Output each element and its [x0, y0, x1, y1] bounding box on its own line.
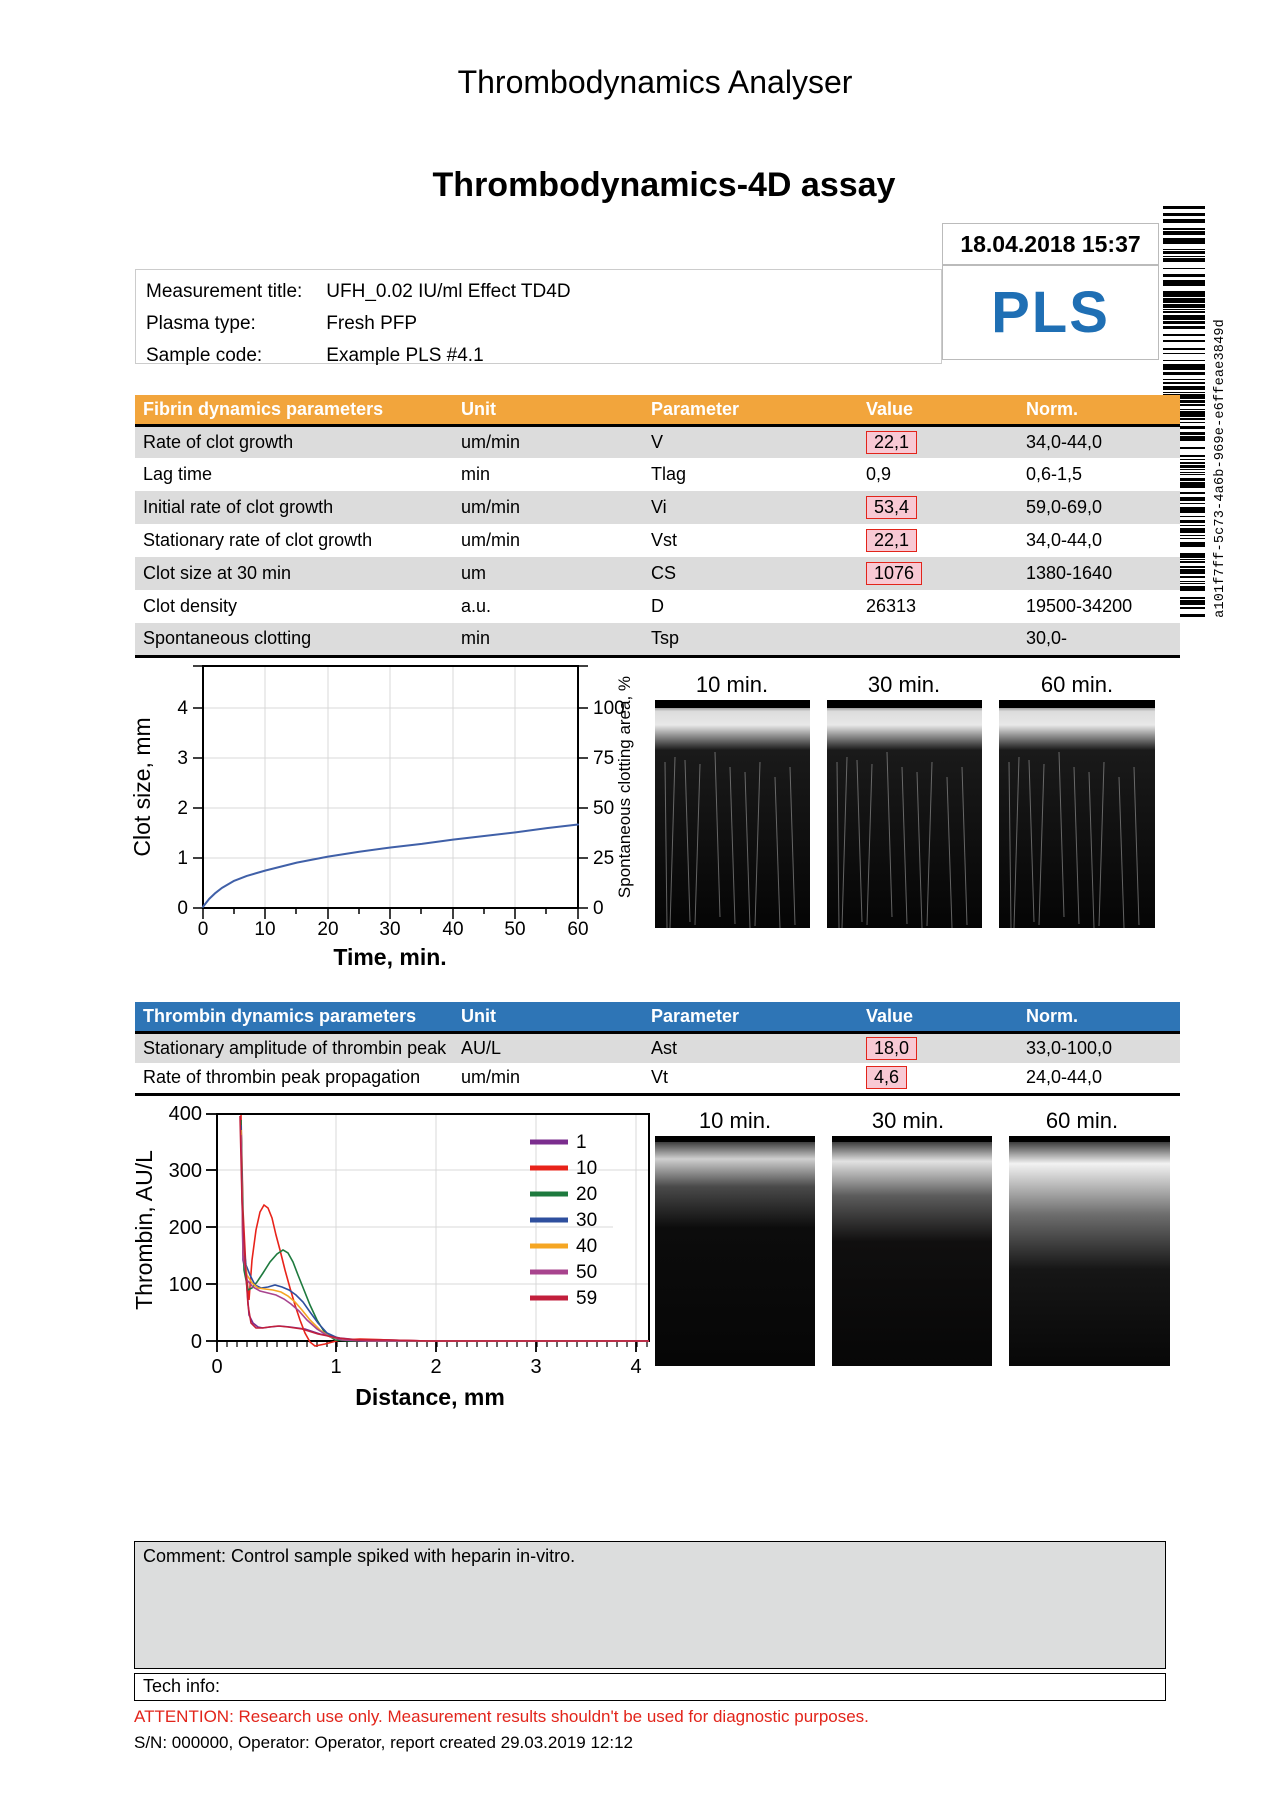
svg-text:100: 100	[169, 1274, 202, 1296]
svg-text:10 min.: 10 min.	[696, 672, 768, 697]
svg-text:25: 25	[593, 848, 614, 869]
svg-text:0: 0	[593, 898, 604, 919]
svg-text:4: 4	[177, 698, 188, 719]
svg-text:20: 20	[317, 919, 338, 940]
svg-text:Thrombin, AU/L: Thrombin, AU/L	[131, 1150, 157, 1310]
svg-text:Distance, mm: Distance, mm	[355, 1384, 505, 1410]
svg-text:60 min.: 60 min.	[1041, 672, 1113, 697]
svg-text:0: 0	[198, 919, 209, 940]
svg-text:Spontaneous clotting area, %: Spontaneous clotting area, %	[615, 676, 634, 898]
svg-text:200: 200	[169, 1217, 202, 1239]
svg-text:1: 1	[330, 1356, 341, 1378]
svg-text:59: 59	[576, 1288, 597, 1309]
svg-text:400: 400	[169, 1103, 202, 1125]
svg-text:1: 1	[576, 1132, 587, 1153]
svg-text:Time, min.: Time, min.	[333, 944, 446, 970]
svg-text:10: 10	[254, 919, 275, 940]
svg-text:2: 2	[177, 798, 188, 819]
svg-text:0: 0	[191, 1331, 202, 1353]
svg-text:10 min.: 10 min.	[699, 1108, 771, 1133]
svg-text:30: 30	[379, 919, 400, 940]
svg-text:30 min.: 30 min.	[872, 1108, 944, 1133]
svg-text:40: 40	[442, 919, 463, 940]
svg-text:0: 0	[211, 1356, 222, 1378]
svg-text:50: 50	[576, 1262, 597, 1283]
svg-text:40: 40	[576, 1236, 597, 1257]
svg-text:30: 30	[576, 1210, 597, 1231]
svg-text:1: 1	[177, 848, 188, 869]
svg-text:Clot size, mm: Clot size, mm	[130, 717, 155, 856]
svg-text:20: 20	[576, 1184, 597, 1205]
svg-text:4: 4	[630, 1356, 641, 1378]
svg-text:30 min.: 30 min.	[868, 672, 940, 697]
svg-text:50: 50	[504, 919, 525, 940]
svg-text:10: 10	[576, 1158, 597, 1179]
svg-text:3: 3	[177, 748, 188, 769]
svg-text:60: 60	[567, 919, 588, 940]
svg-text:75: 75	[593, 748, 614, 769]
svg-text:300: 300	[169, 1160, 202, 1182]
svg-text:0: 0	[177, 898, 188, 919]
svg-text:50: 50	[593, 798, 614, 819]
svg-text:3: 3	[530, 1356, 541, 1378]
svg-text:60 min.: 60 min.	[1046, 1108, 1118, 1133]
svg-text:2: 2	[430, 1356, 441, 1378]
